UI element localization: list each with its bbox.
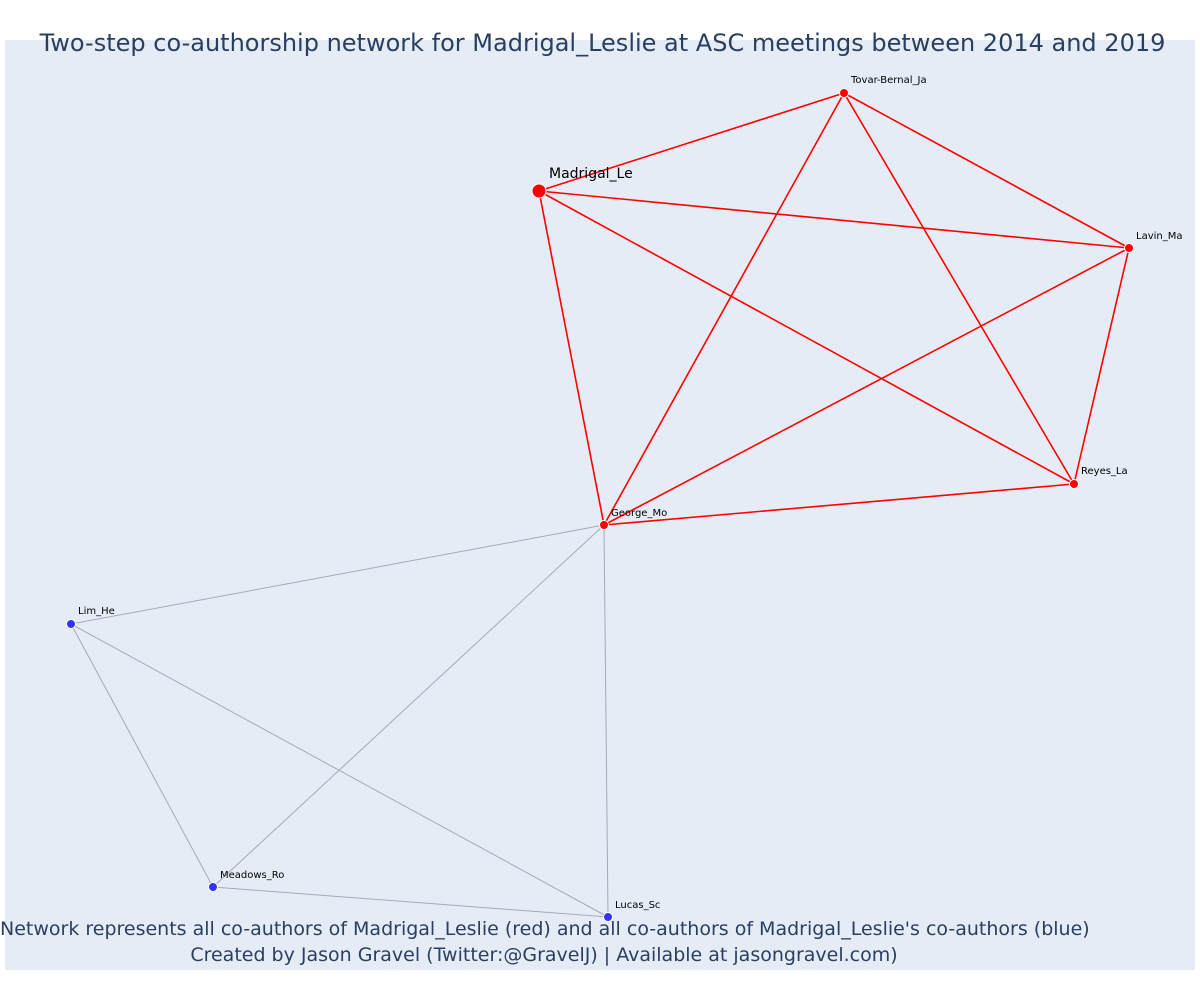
edge-Tovar-Bernal_Ja-George_Mo: [603, 92, 845, 526]
node-Tovar-Bernal_Ja[interactable]: [839, 88, 849, 98]
edge-Madrigal_Le-Lavin_Ma: [538, 190, 1130, 249]
node-label-Lucas_Sc: Lucas_Sc: [615, 900, 660, 911]
edge-George_Mo-Meadows_Ro: [212, 524, 605, 888]
node-Lavin_Ma[interactable]: [1124, 243, 1134, 253]
edge-Madrigal_Le-Reyes_La: [538, 190, 1075, 485]
node-Meadows_Ro[interactable]: [208, 882, 218, 892]
edge-Meadows_Ro-Lucas_Sc: [212, 886, 609, 918]
node-Lim_He[interactable]: [66, 619, 76, 629]
node-label-Tovar-Bernal_Ja: Tovar-Bernal_Ja: [850, 75, 927, 86]
caption-line-1: Network represents all co-authors of Mad…: [0, 918, 1090, 940]
node-Reyes_La[interactable]: [1069, 479, 1079, 489]
node-Madrigal_Le[interactable]: [531, 183, 547, 199]
node-label-Meadows_Ro: Meadows_Ro: [220, 870, 284, 881]
node-layer: [66, 88, 1134, 922]
edge-Madrigal_Le-Tovar-Bernal_Ja: [538, 92, 845, 192]
edge-Tovar-Bernal_Ja-Reyes_La: [843, 92, 1075, 485]
edge-Madrigal_Le-George_Mo: [538, 190, 605, 526]
label-layer: Madrigal_Le Tovar-Bernal_Ja Lavin_Ma Reyes_…: [78, 75, 1183, 911]
node-label-Reyes_La: Reyes_La: [1081, 466, 1128, 477]
node-label-George_Mo: George_Mo: [611, 508, 667, 519]
node-Lucas_Sc[interactable]: [603, 912, 613, 922]
node-label-Madrigal_Le: Madrigal_Le: [549, 166, 633, 182]
chart-title: Two-step co-authorship network for Madri…: [39, 29, 1166, 57]
edge-Tovar-Bernal_Ja-Lavin_Ma: [843, 92, 1130, 249]
edge-Lim_He-Lucas_Sc: [70, 623, 609, 918]
edge-George_Mo-Lucas_Sc: [603, 524, 609, 918]
node-label-Lavin_Ma: Lavin_Ma: [1136, 231, 1183, 242]
edge-layer: [70, 92, 1130, 918]
node-label-Lim_He: Lim_He: [78, 606, 115, 617]
edge-Lavin_Ma-George_Mo: [603, 247, 1130, 526]
edge-George_Mo-Lim_He: [70, 524, 605, 625]
node-George_Mo[interactable]: [599, 520, 609, 530]
edge-Reyes_La-George_Mo: [603, 483, 1075, 526]
caption-line-2: Created by Jason Gravel (Twitter:@Gravel…: [190, 944, 898, 966]
edge-Lim_He-Meadows_Ro: [70, 623, 214, 888]
edge-Lavin_Ma-Reyes_La: [1073, 247, 1130, 485]
